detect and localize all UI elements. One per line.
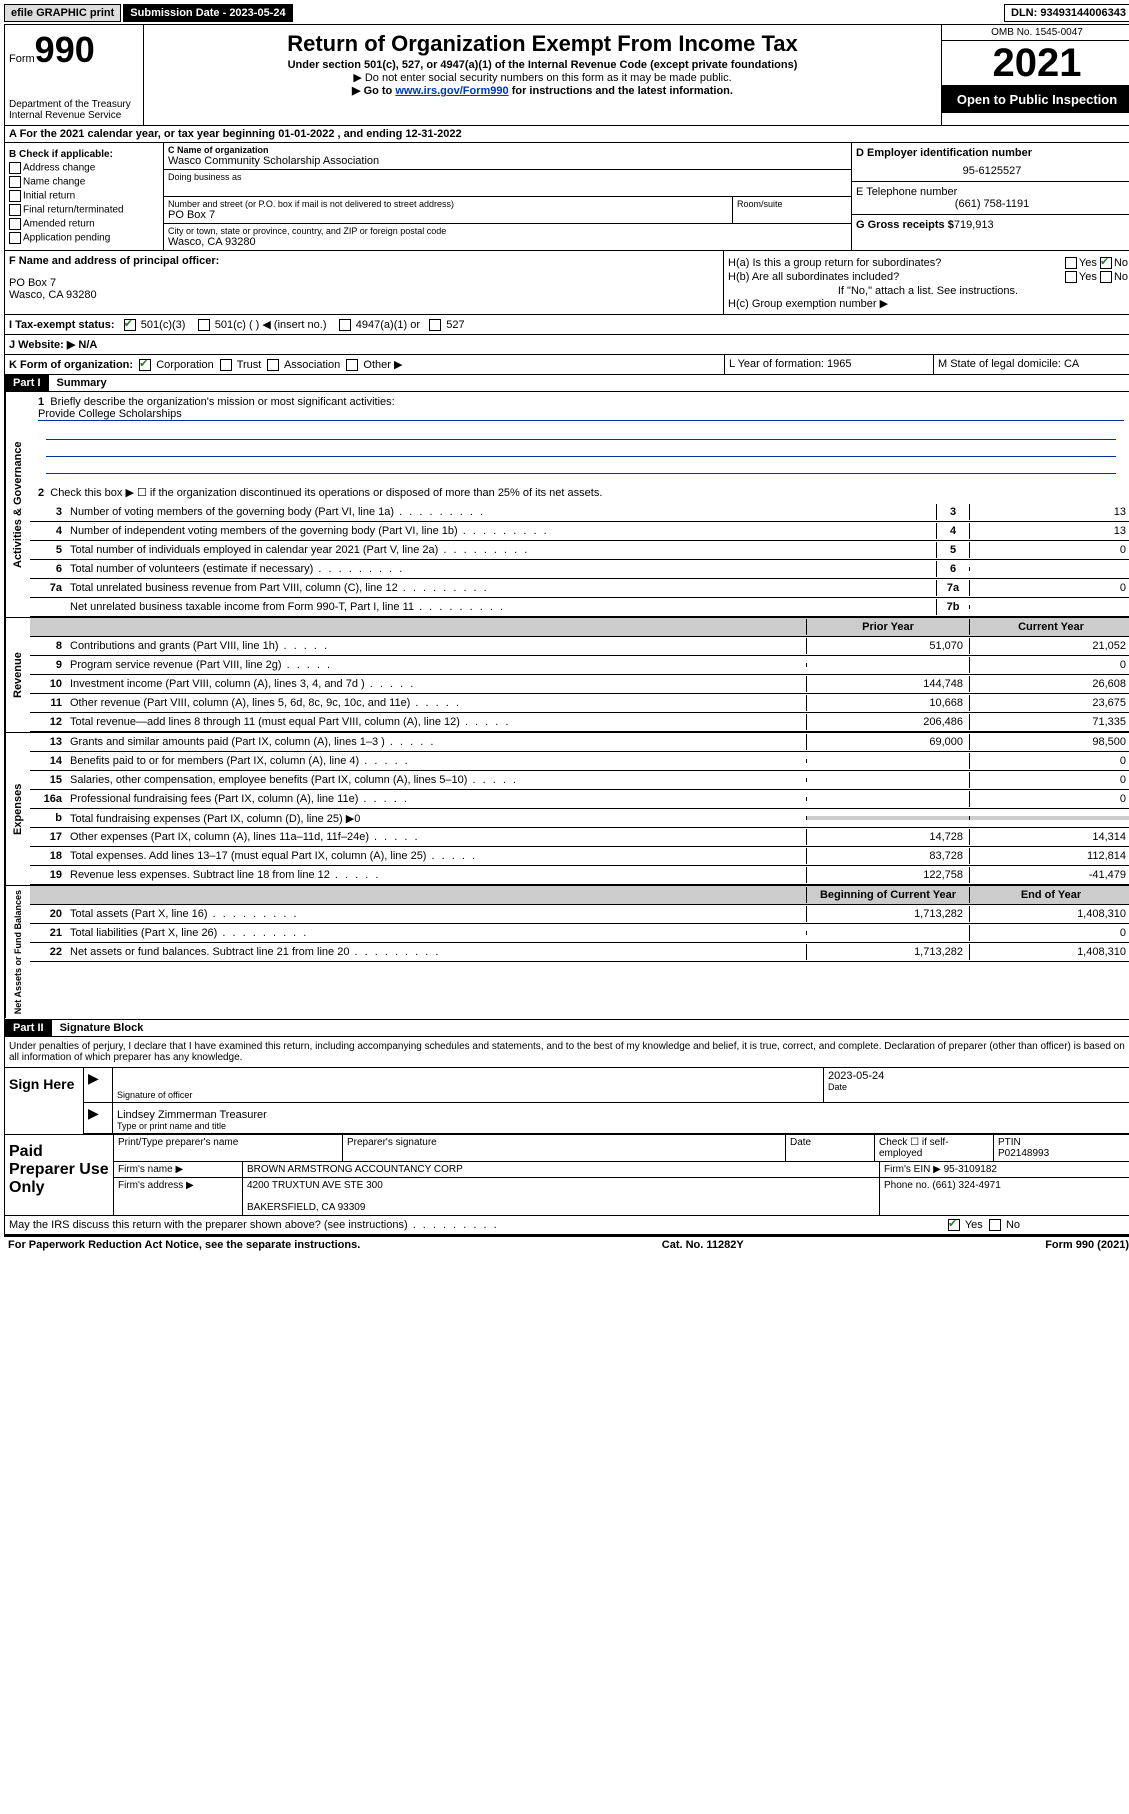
efile-btn[interactable]: efile GRAPHIC print [4, 4, 121, 22]
form-id-box: Form990 Department of the Treasury Inter… [5, 25, 144, 125]
vtab-expenses: Expenses [5, 733, 30, 885]
year-formation: L Year of formation: 1965 [724, 355, 933, 374]
paid-prep-label: Paid Preparer Use Only [5, 1135, 114, 1215]
sign-here-label: Sign Here [5, 1068, 84, 1134]
chk-address[interactable] [9, 162, 21, 174]
footer-left: For Paperwork Reduction Act Notice, see … [8, 1239, 360, 1251]
year-box: OMB No. 1545-0047 2021 Open to Public In… [941, 25, 1129, 125]
chk-final[interactable] [9, 204, 21, 216]
website-row: J Website: ▶ N/A [5, 335, 1129, 355]
instructions-link[interactable]: www.irs.gov/Form990 [395, 85, 508, 97]
chk-amended[interactable] [9, 218, 21, 230]
discuss-yes[interactable] [948, 1219, 960, 1231]
col-b-checkboxes: B Check if applicable: Address change Na… [5, 143, 164, 250]
part1-header: Part I [5, 375, 49, 391]
form-of-org: K Form of organization: Corporation Trus… [5, 355, 724, 374]
declaration: Under penalties of perjury, I declare th… [5, 1037, 1129, 1067]
part2-header: Part II [5, 1020, 52, 1036]
chk-pending[interactable] [9, 232, 21, 244]
vtab-revenue: Revenue [5, 618, 30, 732]
part1-title: Summary [49, 375, 115, 391]
principal-officer: F Name and address of principal officer:… [5, 251, 723, 314]
discuss-no[interactable] [989, 1219, 1001, 1231]
tax-exempt-row: I Tax-exempt status: 501(c)(3) 501(c) ( … [5, 315, 1129, 335]
col-c-org: C Name of organization Wasco Community S… [164, 143, 851, 250]
submission-date: Submission Date - 2023-05-24 [123, 4, 292, 22]
chk-initial[interactable] [9, 190, 21, 202]
state-domicile: M State of legal domicile: CA [933, 355, 1129, 374]
footer-mid: Cat. No. 11282Y [662, 1239, 744, 1251]
chk-name[interactable] [9, 176, 21, 188]
footer-right: Form 990 (2021) [1045, 1239, 1129, 1251]
group-return: H(a) Is this a group return for subordin… [723, 251, 1129, 314]
part2-title: Signature Block [52, 1020, 152, 1036]
dln: DLN: 93493144006343 [1004, 4, 1129, 22]
vtab-governance: Activities & Governance [5, 392, 30, 617]
vtab-net: Net Assets or Fund Balances [5, 886, 30, 1018]
form-title: Return of Organization Exempt From Incom… [148, 31, 937, 57]
col-d-ein: D Employer identification number 95-6125… [851, 143, 1129, 250]
tax-year-row: A For the 2021 calendar year, or tax yea… [5, 126, 1129, 143]
form-title-box: Return of Organization Exempt From Incom… [144, 25, 941, 125]
chk-501c3[interactable] [124, 319, 136, 331]
discuss-question: May the IRS discuss this return with the… [5, 1216, 944, 1234]
